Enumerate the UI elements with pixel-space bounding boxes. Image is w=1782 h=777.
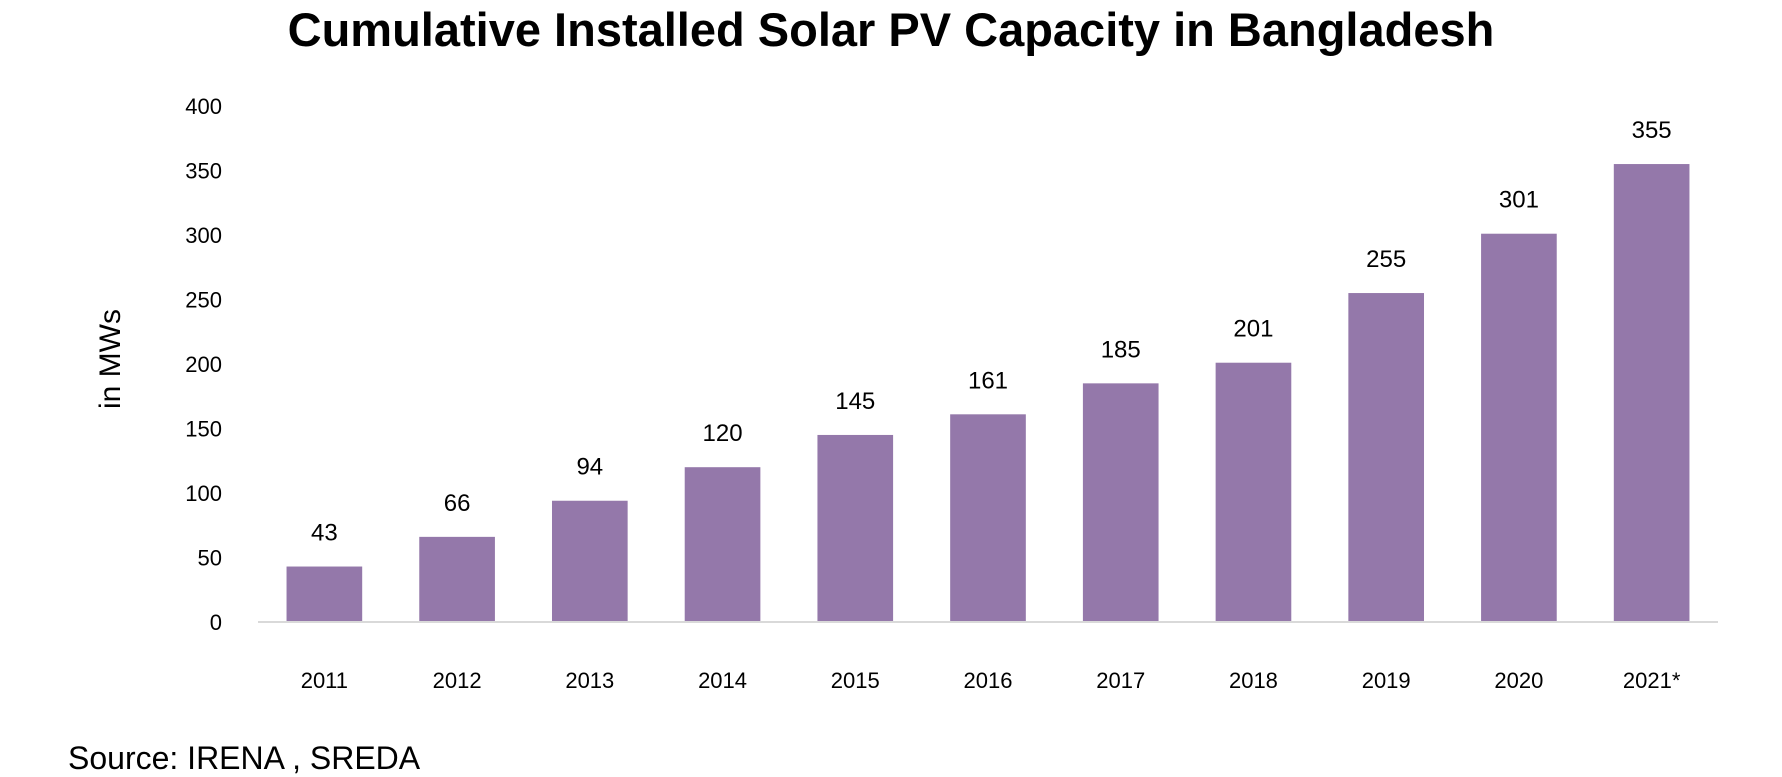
x-tick-label: 2020 [1494, 668, 1543, 693]
data-label: 255 [1366, 246, 1406, 273]
data-label: 120 [703, 420, 743, 447]
bar-2014 [684, 467, 761, 622]
x-tick-label: 2015 [831, 668, 880, 693]
data-label: 94 [576, 454, 603, 481]
data-label: 355 [1632, 117, 1672, 144]
y-tick-label: 400 [185, 94, 222, 119]
bar-2011 [286, 566, 363, 622]
bars [286, 164, 1690, 623]
bar-2016 [950, 414, 1026, 622]
bar-2013 [551, 500, 628, 622]
x-tick-label: 2014 [698, 668, 747, 693]
y-tick-label: 50 [198, 546, 222, 571]
data-label: 201 [1233, 316, 1273, 343]
bar-2020 [1481, 233, 1557, 622]
x-tick-label: 2021* [1623, 668, 1681, 693]
x-tick-label: 2017 [1096, 668, 1145, 693]
y-tick-label: 300 [185, 223, 222, 248]
x-tick-label: 2011 [301, 668, 348, 693]
x-tick-label: 2013 [565, 668, 614, 693]
y-tick-label: 150 [185, 417, 222, 442]
x-tick-label: 2018 [1229, 668, 1278, 693]
chart-title: Cumulative Installed Solar PV Capacity i… [287, 3, 1495, 56]
bar-2021 [1613, 164, 1690, 623]
bar-2015 [817, 434, 894, 622]
x-tick-label: 2016 [964, 668, 1013, 693]
y-axis-ticks: 0 50 100 150 200 250 300 350 400 [185, 94, 222, 635]
y-tick-label: 200 [185, 352, 222, 377]
data-label: 301 [1499, 187, 1539, 214]
y-axis-title: in MWs [94, 309, 127, 409]
data-labels: 43 66 94 120 145 161 185 201 255 301 355 [311, 117, 1672, 546]
data-label: 43 [311, 520, 338, 547]
x-tick-label: 2012 [433, 668, 482, 693]
x-axis-ticks: 2011 2012 2013 2014 2015 2016 2017 2018 2019 2020… [301, 668, 1681, 693]
data-label: 66 [444, 490, 471, 517]
bar-2019 [1348, 293, 1425, 622]
y-tick-label: 250 [185, 288, 222, 313]
data-label: 145 [835, 388, 875, 415]
x-tick-label: 2019 [1362, 668, 1411, 693]
bar-2017 [1082, 383, 1159, 622]
source-note: Source: IRENA , SREDA [68, 740, 421, 776]
y-tick-label: 100 [185, 481, 222, 506]
data-label: 161 [968, 367, 1008, 394]
data-label: 185 [1101, 336, 1141, 363]
y-tick-label: 350 [185, 159, 222, 184]
bar-2012 [419, 536, 495, 622]
bar-2018 [1215, 362, 1292, 622]
y-tick-label: 0 [210, 610, 222, 635]
